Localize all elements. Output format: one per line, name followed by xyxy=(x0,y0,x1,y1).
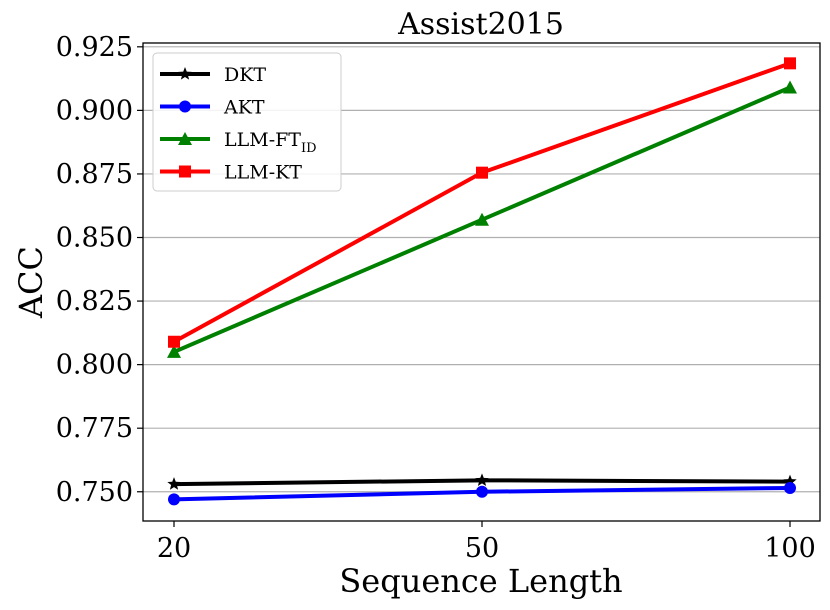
legend-label-subscript: ID xyxy=(301,141,317,156)
legend-label: LLM-KT xyxy=(224,162,302,184)
legend-marker xyxy=(178,67,192,80)
data-point xyxy=(475,212,489,226)
data-point xyxy=(784,481,796,494)
legend: DKT AKT LLM-FTID LLM-KT xyxy=(152,52,342,192)
y-tick-label: 0.750 xyxy=(56,477,133,508)
legend-box xyxy=(152,52,342,192)
legend-item: LLM-KT xyxy=(160,162,302,184)
y-axis: 0.750 0.775 0.800 0.825 0.850 0.875 0.900 0.925 xyxy=(56,32,143,508)
y-tick-label: 0.825 xyxy=(56,286,133,317)
data-point xyxy=(168,493,180,506)
y-tick-label: 0.875 xyxy=(56,159,133,190)
data-point xyxy=(167,344,181,358)
data-point xyxy=(784,57,796,70)
legend-label-text: LLM-KT xyxy=(224,162,302,184)
data-point xyxy=(475,473,489,486)
legend-label-text: LLM-FT xyxy=(224,129,301,151)
x-tick-label: 20 xyxy=(157,533,191,564)
series-llm-ft xyxy=(167,80,797,358)
data-point xyxy=(783,474,797,488)
data-point xyxy=(168,335,180,348)
data-point xyxy=(783,80,797,94)
legend-item: DKT xyxy=(160,64,266,86)
series-layer xyxy=(167,57,797,506)
legend-label-text: DKT xyxy=(224,64,266,86)
legend-item: LLM-FTID xyxy=(160,129,317,156)
series-akt xyxy=(168,481,796,506)
chart-title: Assist2015 xyxy=(397,7,564,42)
legend-label-text: AKT xyxy=(223,97,265,119)
x-axis-label: Sequence Length xyxy=(339,562,622,600)
series-llm-kt xyxy=(168,57,796,348)
legend-item: AKT xyxy=(160,97,265,119)
legend-label: LLM-FTID xyxy=(224,129,317,156)
y-axis-label: ACC xyxy=(12,246,50,319)
y-tick-label: 0.800 xyxy=(56,350,133,381)
legend-marker xyxy=(179,100,191,113)
y-tick-label: 0.900 xyxy=(56,95,133,126)
data-point xyxy=(476,485,488,498)
x-tick-label: 100 xyxy=(764,533,816,564)
data-point xyxy=(476,166,488,179)
legend-marker xyxy=(179,165,191,178)
data-point xyxy=(167,477,181,490)
y-tick-label: 0.850 xyxy=(56,223,133,254)
y-tick-label: 0.775 xyxy=(56,413,133,444)
legend-marker xyxy=(178,132,192,145)
x-axis: 20 50 100 xyxy=(157,521,816,564)
legend-label: DKT xyxy=(224,64,266,86)
x-tick-label: 50 xyxy=(465,533,499,564)
y-tick-label: 0.925 xyxy=(56,32,133,63)
series-dkt xyxy=(167,473,797,490)
legend-label: AKT xyxy=(223,97,265,119)
